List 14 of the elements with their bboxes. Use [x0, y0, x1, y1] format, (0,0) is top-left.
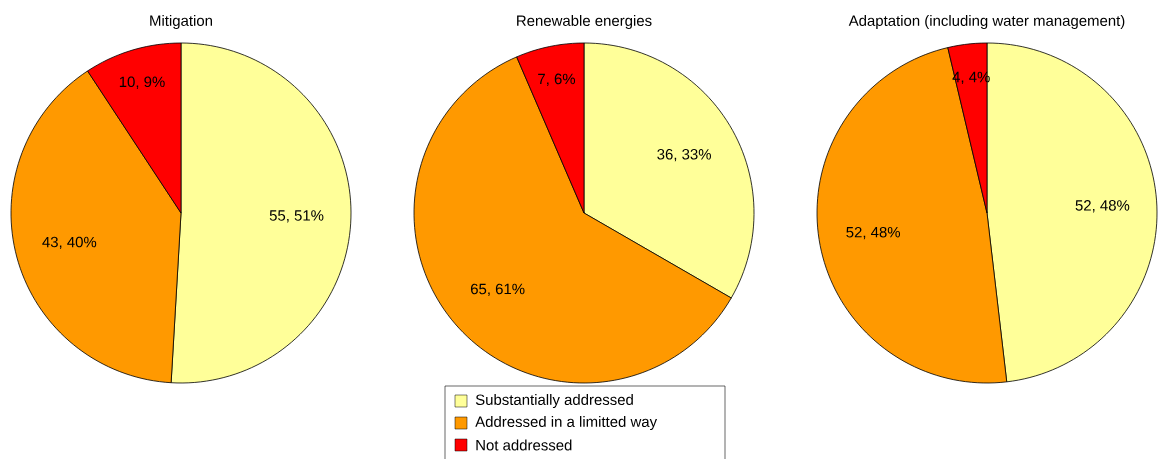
legend-label: Not addressed: [476, 439, 572, 451]
data-label: 65, 61%: [470, 283, 525, 297]
data-label: 7, 6%: [538, 73, 576, 86]
legend-label: Substantially addressed: [475, 394, 633, 408]
data-label: 43, 40%: [42, 236, 97, 250]
chart-title: Mitigation: [150, 15, 212, 29]
chart-title: Renewable energies: [517, 15, 652, 29]
data-label: 10, 9%: [119, 76, 165, 89]
data-label: 52, 48%: [1075, 200, 1130, 213]
chart-title: Adaptation (including water management): [848, 15, 1125, 29]
legend-label: Addressed in a limitted way: [475, 416, 658, 430]
data-label: 52, 48%: [846, 226, 901, 240]
data-label: 36, 33%: [657, 149, 711, 162]
data-label: 55, 51%: [269, 210, 324, 223]
